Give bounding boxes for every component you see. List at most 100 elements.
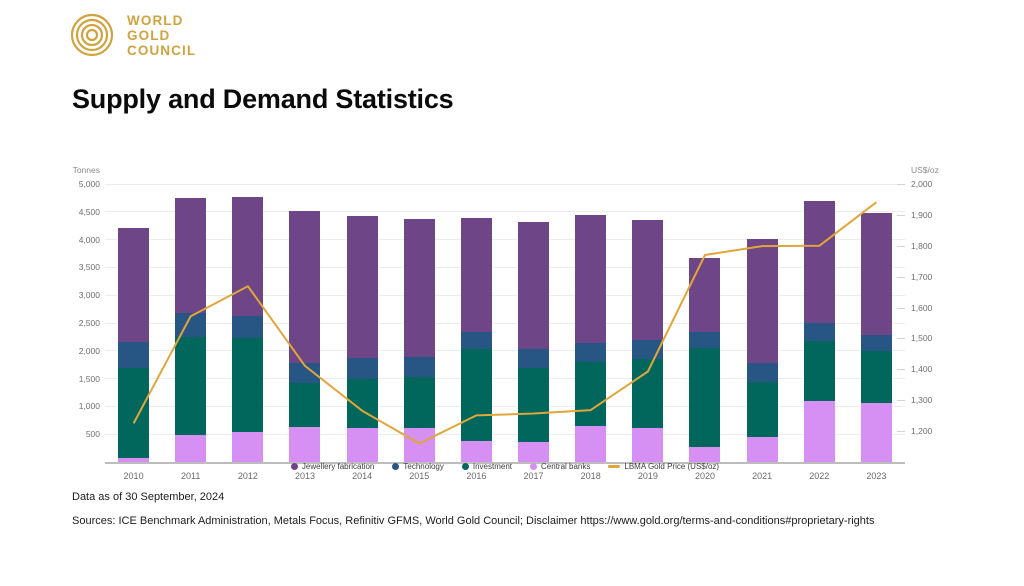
- jewellery-fabrication-segment-2022[interactable]: [803, 200, 835, 323]
- jewellery-fabrication-segment-2010[interactable]: [118, 228, 150, 343]
- legend-label: LBMA Gold Price (US$/oz): [624, 462, 720, 471]
- legend-item-lbma-gold-price[interactable]: LBMA Gold Price (US$/oz): [608, 462, 719, 471]
- technology-segment-2018[interactable]: [575, 342, 607, 362]
- central-banks-segment-2020[interactable]: [689, 446, 721, 462]
- investment-segment-2017[interactable]: [518, 367, 550, 442]
- right-axis-tick-label: 1,900: [911, 209, 933, 220]
- bar-column-2010: [105, 184, 162, 462]
- investment-segment-2023[interactable]: [860, 350, 892, 404]
- central-banks-segment-2011[interactable]: [175, 435, 207, 462]
- x-axis-label-2017: 2017: [523, 471, 544, 481]
- central-banks-segment-2017[interactable]: [518, 441, 550, 462]
- legend-label: Technology: [403, 462, 444, 471]
- investment-segment-2022[interactable]: [803, 340, 835, 402]
- jewellery-fabrication-segment-2015[interactable]: [403, 219, 435, 357]
- wgc-logo-text: WORLD GOLD COUNCIL: [127, 13, 196, 58]
- bar-column-2015: [391, 184, 448, 462]
- jewellery-fabrication-segment-2013[interactable]: [289, 210, 321, 364]
- investment-segment-2013[interactable]: [289, 383, 321, 427]
- investment-segment-2016[interactable]: [460, 349, 492, 441]
- x-axis-label-2016: 2016: [466, 471, 487, 481]
- investment-segment-2020[interactable]: [689, 347, 721, 447]
- data-as-of-note: Data as of 30 September, 2024: [72, 491, 225, 503]
- stacked-bar-2022: [803, 200, 835, 462]
- x-axis-label-2012: 2012: [237, 471, 258, 481]
- technology-segment-2016[interactable]: [460, 331, 492, 350]
- x-axis-label-2021: 2021: [752, 471, 773, 481]
- central-banks-segment-2010[interactable]: [118, 457, 150, 462]
- technology-segment-2011[interactable]: [175, 312, 207, 337]
- jewellery-fabrication-segment-2016[interactable]: [460, 217, 492, 332]
- investment-segment-2014[interactable]: [346, 379, 378, 429]
- central-banks-segment-2019[interactable]: [632, 428, 664, 462]
- legend-item-central-banks[interactable]: Central banks: [530, 462, 590, 471]
- x-axis-label-2018: 2018: [580, 471, 601, 481]
- left-axis-unit-label: Tonnes: [72, 165, 100, 175]
- jewellery-fabrication-segment-2019[interactable]: [632, 219, 664, 340]
- technology-segment-2020[interactable]: [689, 331, 721, 348]
- central-banks-segment-2015[interactable]: [403, 428, 435, 462]
- technology-segment-2017[interactable]: [518, 349, 550, 368]
- wgc-rings-icon: [70, 13, 114, 57]
- right-axis-tickmark: [897, 276, 905, 278]
- right-axis-tick-label: 1,500: [911, 333, 933, 344]
- investment-segment-2011[interactable]: [175, 336, 207, 436]
- investment-segment-2018[interactable]: [575, 361, 607, 426]
- legend-label: Central banks: [541, 462, 591, 471]
- investment-segment-2012[interactable]: [232, 338, 264, 432]
- investment-segment-2021[interactable]: [746, 382, 778, 437]
- central-banks-segment-2023[interactable]: [860, 403, 892, 462]
- technology-segment-2010[interactable]: [118, 342, 150, 369]
- right-axis-tickmark: [897, 431, 905, 433]
- central-banks-segment-2012[interactable]: [232, 431, 264, 462]
- legend-item-jewellery-fabrication[interactable]: Jewellery fabrication: [290, 462, 374, 471]
- investment-segment-2015[interactable]: [403, 376, 435, 429]
- stacked-bar-2017: [518, 221, 550, 462]
- investment-segment-2019[interactable]: [632, 358, 664, 429]
- logo-line-council: COUNCIL: [127, 42, 197, 58]
- jewellery-fabrication-segment-2012[interactable]: [232, 197, 264, 317]
- right-axis-tickmark: [897, 184, 905, 185]
- central-banks-segment-2022[interactable]: [803, 401, 835, 462]
- jewellery-fabrication-segment-2018[interactable]: [575, 214, 607, 343]
- jewellery-fabrication-segment-2014[interactable]: [346, 215, 378, 359]
- investment-segment-2010[interactable]: [118, 368, 150, 458]
- supply-demand-chart: Tonnes US$/oz 500 1,000 1,500 2,000 2,500 3,0…: [0, 160, 1024, 490]
- central-banks-segment-2021[interactable]: [746, 436, 778, 462]
- technology-segment-2019[interactable]: [632, 339, 664, 359]
- right-axis-tick-label: 2,000: [911, 179, 933, 189]
- technology-segment-2023[interactable]: [860, 334, 892, 351]
- central-banks-segment-2016[interactable]: [460, 440, 492, 462]
- jewellery-fabrication-segment-2020[interactable]: [689, 257, 721, 332]
- central-banks-segment-2013[interactable]: [289, 426, 321, 462]
- technology-segment-2014[interactable]: [346, 358, 378, 380]
- right-axis-tick-label: 1,400: [911, 364, 933, 375]
- right-axis-tick-label: 1,800: [911, 240, 933, 251]
- jewellery-fabrication-segment-2017[interactable]: [518, 221, 550, 350]
- x-axis-baseline: [105, 462, 905, 464]
- technology-segment-2021[interactable]: [746, 363, 778, 383]
- stacked-bar-2011: [175, 197, 207, 462]
- technology-segment-2012[interactable]: [232, 316, 264, 339]
- left-axis-tick-label: 2,000: [78, 345, 100, 356]
- bar-column-2020: [676, 184, 733, 462]
- right-axis-tickmark: [897, 307, 905, 309]
- central-banks-segment-2014[interactable]: [346, 428, 378, 462]
- jewellery-fabrication-segment-2021[interactable]: [746, 238, 778, 364]
- bar-column-2011: [162, 184, 219, 462]
- left-axis-tick-label: 4,000: [78, 234, 100, 245]
- right-axis-tick-label: 1,200: [911, 426, 933, 437]
- jewellery-fabrication-segment-2011[interactable]: [175, 197, 207, 313]
- left-axis-tick-label: 3,500: [78, 262, 100, 273]
- x-axis-label-2020: 2020: [694, 471, 715, 481]
- technology-segment-2015[interactable]: [403, 356, 435, 377]
- right-axis-tick-label: 1,600: [911, 302, 933, 313]
- central-banks-segment-2018[interactable]: [575, 425, 607, 462]
- legend-item-investment[interactable]: Investment: [461, 462, 513, 471]
- technology-segment-2022[interactable]: [803, 322, 835, 341]
- legend-item-technology[interactable]: Technology: [392, 462, 444, 471]
- legend-label: Investment: [472, 462, 513, 471]
- right-axis-tickmark: [897, 214, 905, 216]
- technology-segment-2013[interactable]: [289, 363, 321, 384]
- jewellery-fabrication-segment-2023[interactable]: [860, 212, 892, 335]
